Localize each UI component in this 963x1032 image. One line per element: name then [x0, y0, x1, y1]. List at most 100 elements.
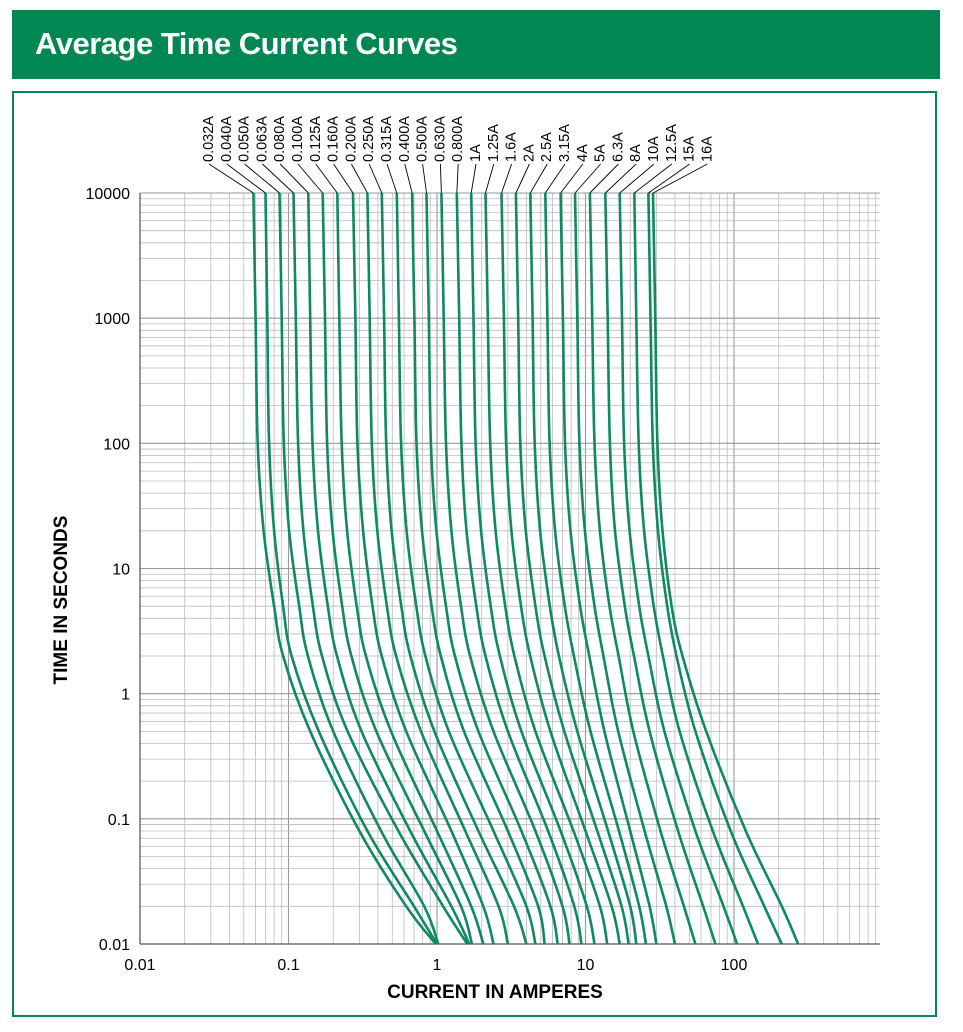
leader-0.125A [315, 163, 338, 194]
x-tick-label: 1 [433, 957, 442, 974]
curve-0.500A [425, 192, 559, 945]
leader-0.063A [262, 163, 294, 194]
curve-2.5A [529, 192, 638, 945]
rating-label-0.125A: 0.125A [308, 116, 324, 162]
curve-3.15A [544, 192, 648, 945]
y-tick-label: 1000 [94, 311, 130, 328]
leader-0.100A [297, 163, 324, 194]
rating-label-0.250A: 0.250A [361, 116, 377, 162]
leader-1.25A [485, 163, 495, 194]
curve-16A [651, 192, 800, 945]
rating-label-16A: 16A [699, 136, 715, 162]
rating-label-2A: 2A [521, 144, 537, 162]
leader-0.800A [456, 163, 459, 194]
leader-3.15A [544, 163, 566, 194]
rating-label-5A: 5A [593, 144, 609, 162]
y-tick-label: 10 [112, 562, 130, 579]
curve-0.080A [307, 192, 471, 945]
leader-0.160A [333, 163, 354, 194]
rating-label-2.5A: 2.5A [539, 132, 555, 162]
x-axis-title: CURRENT IN AMPERES [387, 982, 603, 1003]
x-tick-label: 0.01 [124, 957, 155, 974]
leader-0.080A [279, 163, 309, 194]
x-tick-label: 0.1 [277, 957, 299, 974]
leader-1.6A [501, 163, 513, 194]
leader-2A [515, 163, 530, 194]
curve-1.6A [500, 192, 621, 945]
y-tick-label: 0.01 [99, 937, 130, 954]
x-tick-label: 10 [577, 957, 595, 974]
curve-8A [604, 192, 717, 945]
leader-0.200A [351, 163, 368, 194]
curve-0.125A [336, 192, 485, 945]
curve-0.063A [292, 192, 469, 945]
rating-label-0.050A: 0.050A [237, 116, 253, 162]
leader-0.315A [386, 163, 398, 194]
chart-frame [12, 91, 937, 1017]
leader-0.040A [226, 163, 266, 194]
leader-16A [652, 163, 708, 194]
rating-label-0.063A: 0.063A [254, 116, 270, 162]
rating-label-0.500A: 0.500A [415, 116, 431, 162]
leader-0.250A [368, 163, 383, 194]
y-tick-label: 0.1 [108, 812, 130, 829]
leader-0.630A [439, 163, 442, 194]
curve-6.3A [588, 192, 697, 945]
curve-10A [618, 192, 739, 945]
header-bar: Average Time Current Curves [12, 10, 940, 79]
y-axis-title: TIME IN SECONDS [51, 516, 72, 685]
leader-8A [605, 163, 637, 194]
rating-label-0.100A: 0.100A [290, 116, 306, 162]
tick-labels: 0.01 0.1 1 10 100 0.01 0.1 1 10 100 1000 10000 [86, 186, 748, 974]
curve-0.630A [440, 192, 571, 945]
rating-label-0.800A: 0.800A [450, 116, 466, 162]
leader-5A [574, 163, 601, 194]
rating-label-0.315A: 0.315A [379, 116, 395, 162]
leader-0.400A [404, 163, 413, 194]
leader-0.500A [422, 163, 427, 194]
y-tick-label: 100 [103, 436, 130, 453]
leader-6.3A [589, 163, 619, 194]
curve-0.032A [252, 192, 437, 945]
y-tick-label: 10000 [86, 186, 131, 203]
curve-0.315A [395, 192, 537, 945]
curve-0.400A [410, 192, 546, 945]
x-tick-label: 100 [721, 957, 748, 974]
rating-label-6.3A: 6.3A [610, 132, 626, 162]
rating-label-1.25A: 1.25A [486, 124, 502, 162]
curve-1A [469, 192, 596, 945]
leader-0.032A [208, 163, 254, 194]
rating-label-0.032A: 0.032A [201, 116, 217, 162]
rating-label-15A: 15A [682, 136, 698, 162]
rating-label-0.630A: 0.630A [432, 116, 448, 162]
rating-label-0.080A: 0.080A [272, 116, 288, 162]
curve-4A [559, 192, 658, 945]
leader-10A [619, 163, 655, 194]
rating-labels: 0.032A 0.040A 0.050A 0.063A 0.080A 0.100A 0.12… [201, 116, 715, 162]
curve-0.040A [264, 192, 439, 945]
curve-1.25A [484, 192, 609, 945]
rating-label-1A: 1A [468, 144, 484, 162]
rating-label-0.400A: 0.400A [397, 116, 413, 162]
curves [252, 192, 800, 945]
rating-label-0.040A: 0.040A [219, 116, 235, 162]
leader-12.5A [633, 163, 673, 194]
grid [139, 192, 880, 945]
curve-0.160A [351, 192, 495, 945]
rating-label-0.200A: 0.200A [343, 116, 359, 162]
rating-label-4A: 4A [575, 144, 591, 162]
page-title: Average Time Current Curves [35, 26, 458, 61]
rating-label-0.160A: 0.160A [326, 116, 342, 162]
curve-15A [647, 192, 783, 945]
leader-0.050A [244, 163, 280, 194]
curve-0.800A [455, 192, 583, 945]
leader-2.5A [529, 163, 548, 194]
leader-15A [648, 163, 690, 194]
curve-0.100A [321, 192, 474, 945]
rating-label-8A: 8A [628, 144, 644, 162]
curve-0.050A [278, 192, 440, 945]
curve-0.200A [366, 192, 510, 945]
label-leaders [208, 163, 708, 194]
curve-2A [514, 192, 630, 945]
